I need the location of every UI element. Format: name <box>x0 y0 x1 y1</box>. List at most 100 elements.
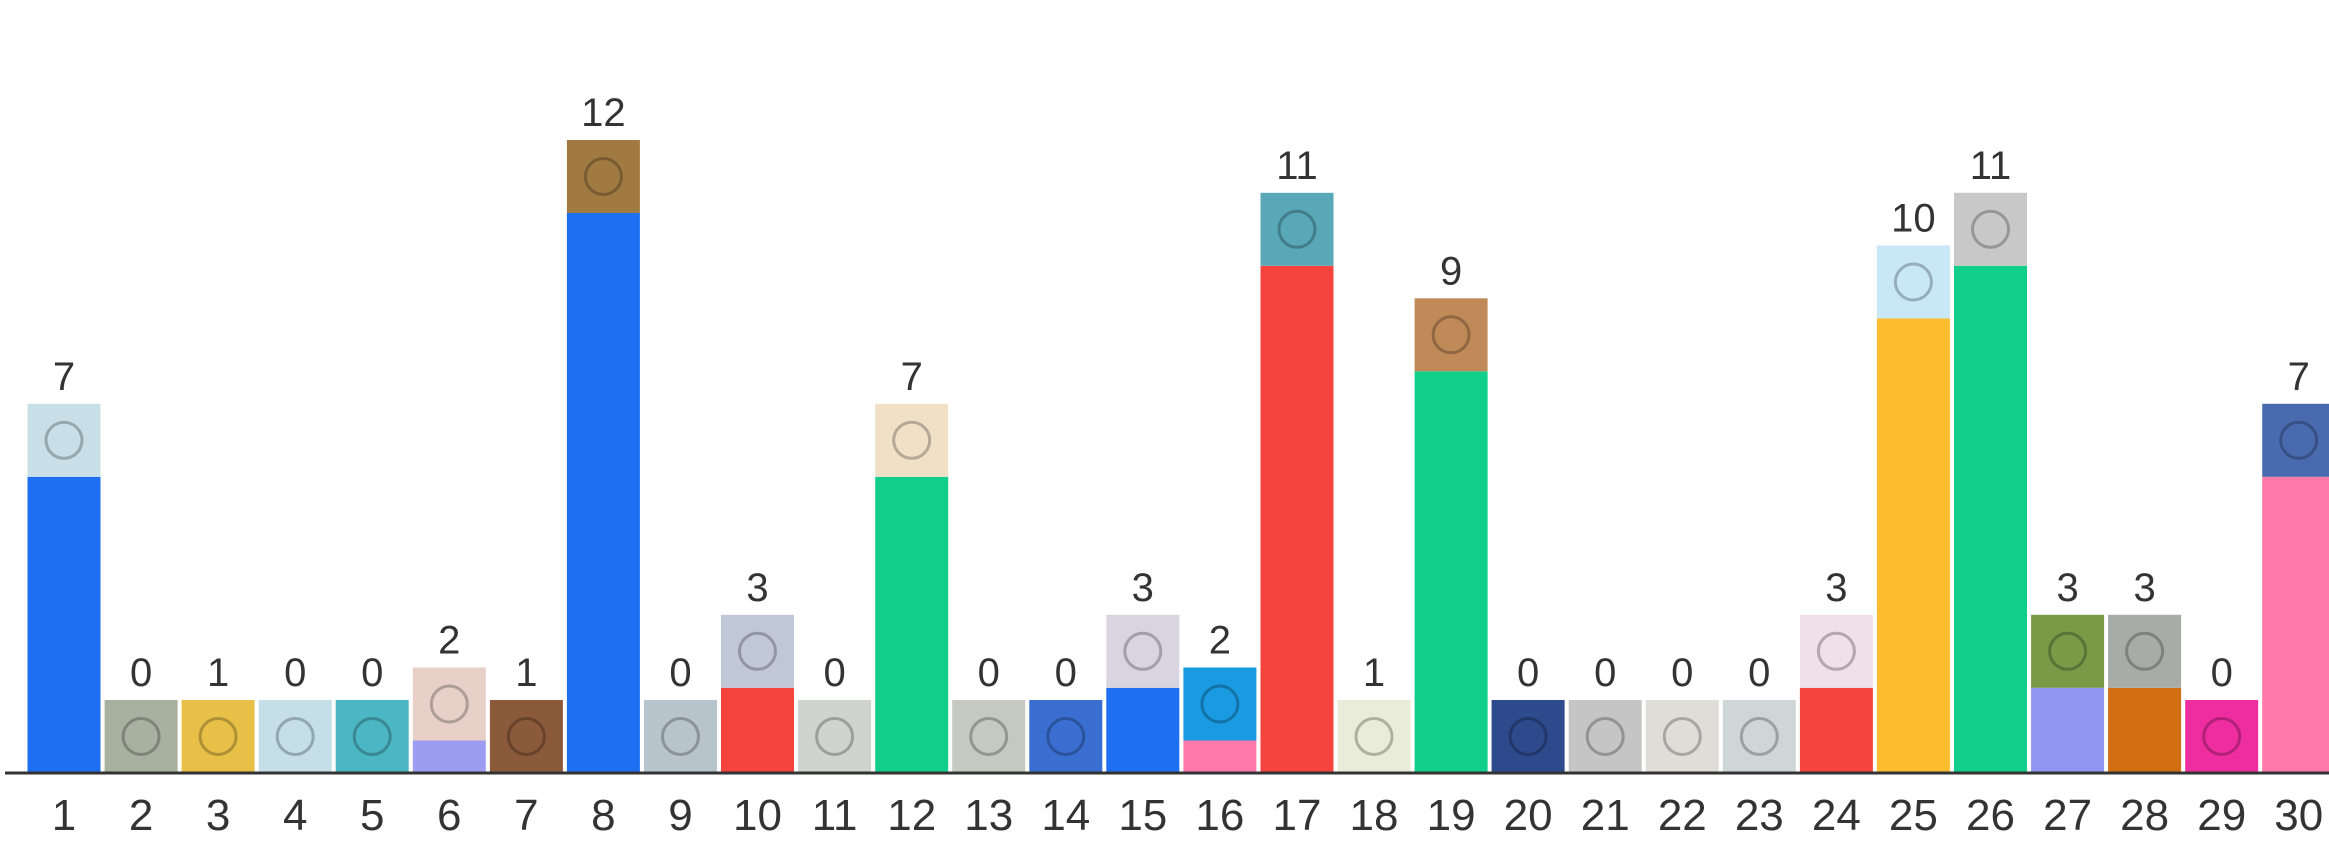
bar-30 <box>2262 476 2329 774</box>
x-tick-label-7: 7 <box>514 791 538 840</box>
thumbnail-drawing-icon <box>121 717 161 756</box>
bar-12 <box>875 476 949 774</box>
bar-thumbnail-16 <box>1183 667 1257 741</box>
thumbnail-drawing-icon <box>1508 717 1548 756</box>
x-tick-label-20: 20 <box>1504 791 1553 840</box>
value-label-12: 7 <box>901 355 923 399</box>
x-tick-label-19: 19 <box>1427 791 1476 840</box>
x-tick-label-12: 12 <box>887 791 936 840</box>
bar-1 <box>27 476 101 774</box>
bar-thumbnail-9 <box>644 700 717 773</box>
value-label-27: 3 <box>2056 566 2078 610</box>
thumbnail-drawing-icon <box>1816 631 1856 671</box>
x-tick-label-9: 9 <box>668 791 692 840</box>
bars-layer <box>27 140 2329 774</box>
thumbnail-drawing-icon <box>1277 209 1317 249</box>
bar-thumbnail-2 <box>104 700 178 773</box>
x-tick-label-30: 30 <box>2274 791 2323 840</box>
bar-thumbnail-3 <box>181 700 255 773</box>
x-tick-label-29: 29 <box>2197 791 2246 840</box>
x-tick-label-21: 21 <box>1581 791 1630 840</box>
x-tick-label-14: 14 <box>1041 791 1090 840</box>
bar-thumbnail-20 <box>1491 700 1565 773</box>
value-label-7: 1 <box>515 651 537 695</box>
thumbnail-drawing-icon <box>44 420 84 460</box>
bar-thumbnail-11 <box>798 700 872 773</box>
bar-thumbnail-14 <box>1029 700 1103 773</box>
bar-thumbnail-6 <box>412 667 486 741</box>
bar-thumbnail-24 <box>1799 614 1873 688</box>
bar-thumbnail-22 <box>1645 700 1719 773</box>
value-label-24: 3 <box>1825 566 1847 610</box>
thumbnail-drawing-icon <box>892 420 932 460</box>
bar-thumbnail-23 <box>1722 700 1796 773</box>
x-tick-label-22: 22 <box>1658 791 1707 840</box>
x-tick-label-28: 28 <box>2120 791 2169 840</box>
x-tick-label-6: 6 <box>437 791 461 840</box>
thumbnail-drawing-icon <box>1739 717 1779 756</box>
bar-thumbnail-13 <box>952 700 1026 773</box>
bar-10 <box>721 687 794 774</box>
x-tick-labels: 1 2 3 4 5 6 7 8 9 10 11 12 13 14 15 16 17 18 19 20 21 22 23 24 2… <box>52 791 2323 840</box>
x-tick-label-8: 8 <box>591 791 615 840</box>
bar-27 <box>2031 687 2105 774</box>
bar-thumbnail-18 <box>1337 700 1411 773</box>
bar-thumbnail-4 <box>258 700 332 773</box>
thumbnail-drawing-icon <box>738 631 777 671</box>
x-tick-label-1: 1 <box>52 791 76 840</box>
value-label-19: 9 <box>1440 249 1462 293</box>
x-tick-label-18: 18 <box>1350 791 1399 840</box>
x-tick-label-17: 17 <box>1273 791 1322 840</box>
bar-thumbnail-19 <box>1414 298 1488 372</box>
thumbnail-drawing-icon <box>275 717 315 756</box>
value-label-16: 2 <box>1209 619 1231 663</box>
x-tick-label-11: 11 <box>812 791 858 840</box>
bar-28 <box>2108 687 2182 774</box>
bar-thumbnail-25 <box>1876 245 1950 319</box>
thumbnail-drawing-icon <box>198 717 238 756</box>
value-label-18: 1 <box>1363 651 1385 695</box>
value-label-23: 0 <box>1748 651 1770 695</box>
value-label-26: 11 <box>1970 144 2012 188</box>
bar-15 <box>1106 687 1180 774</box>
thumbnail-drawing-icon <box>1893 262 1933 302</box>
thumbnail-drawing-icon <box>815 717 855 756</box>
bar-thumbnail-17 <box>1260 192 1334 266</box>
x-tick-label-5: 5 <box>360 791 384 840</box>
bar-thumbnail-1 <box>27 403 101 477</box>
thumbnail-drawing-icon <box>1046 717 1086 756</box>
thumbnail-drawing-icon <box>969 717 1009 756</box>
value-label-9: 0 <box>669 651 691 695</box>
bar-thumbnail-7 <box>489 700 563 773</box>
thumbnail-drawing-icon <box>583 157 623 196</box>
x-tick-label-26: 26 <box>1966 791 2015 840</box>
value-label-6: 2 <box>438 619 460 663</box>
value-label-30: 7 <box>2288 355 2310 399</box>
x-tick-label-13: 13 <box>964 791 1013 840</box>
thumbnail-drawing-icon <box>661 717 700 756</box>
bar-thumbnail-15 <box>1106 614 1180 688</box>
thumbnail-drawing-icon <box>1585 717 1625 756</box>
value-label-10: 3 <box>746 566 768 610</box>
thumbnail-drawing-icon <box>1354 717 1394 756</box>
bar-17 <box>1260 265 1334 774</box>
value-label-22: 0 <box>1671 651 1693 695</box>
x-tick-label-10: 10 <box>733 791 782 840</box>
thumbnail-drawing-icon <box>1971 209 2010 249</box>
bar-thumbnail-12 <box>875 403 949 477</box>
bar-thumbnail-5 <box>335 700 409 773</box>
value-label-15: 3 <box>1132 566 1154 610</box>
thumbnail-drawing-icon <box>2279 420 2319 460</box>
thumbnail-drawing-icon <box>1431 315 1471 355</box>
value-label-28: 3 <box>2133 566 2155 610</box>
value-label-14: 0 <box>1055 651 1077 695</box>
value-label-2: 0 <box>130 651 152 695</box>
bar-thumbnail-8 <box>566 140 640 213</box>
value-label-17: 11 <box>1276 144 1318 188</box>
thumbnail-drawing-icon <box>352 717 392 756</box>
value-label-4: 0 <box>284 651 306 695</box>
bar-thumbnail-21 <box>1568 700 1642 773</box>
bar-thumbnail-29 <box>2185 700 2259 773</box>
bar-16 <box>1183 740 1257 773</box>
